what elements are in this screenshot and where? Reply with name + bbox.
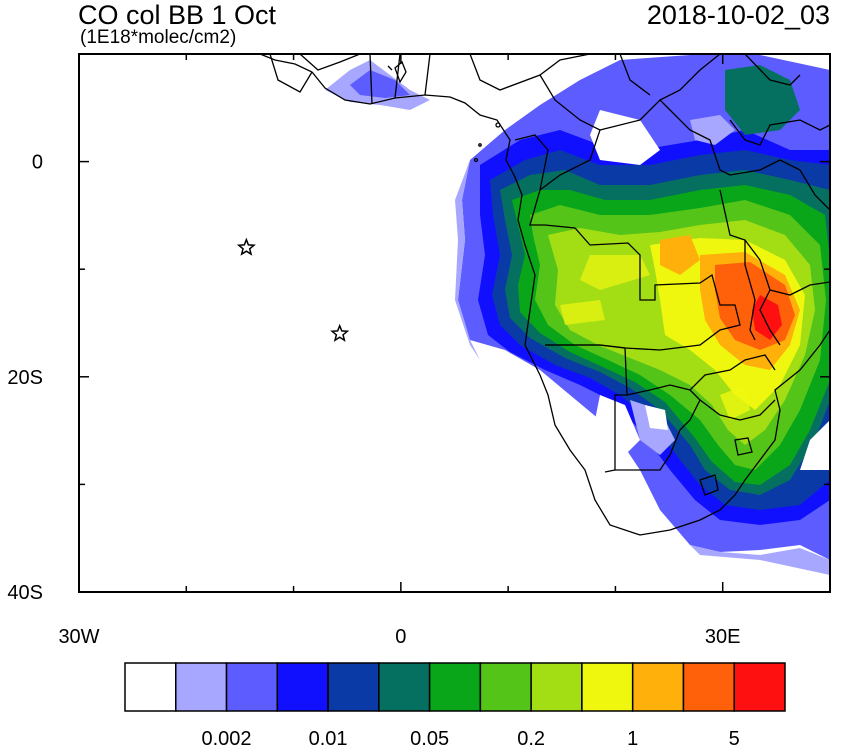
colorbar-label: 0.2: [517, 728, 545, 747]
colorbar-swatch: [682, 662, 735, 712]
colorbar-swatch: [428, 662, 482, 712]
colorbar-swatch: [124, 662, 177, 712]
colorbar-swatch: [175, 662, 228, 712]
star-marker-2: [330, 323, 350, 342]
colorbar: 0.002 0.01 0.05 0.2 1 5: [124, 662, 786, 747]
colorbar-label: 5: [729, 728, 740, 747]
y-tick-label: 20S: [7, 367, 43, 389]
colorbar-swatch: [479, 662, 532, 712]
x-tick-label: 0: [395, 626, 406, 648]
colorbar-label: 0.01: [309, 728, 348, 747]
star-markers: [236, 237, 350, 342]
timestamp-label: 2018-10-02_03: [646, 0, 830, 30]
colorbar-swatch: [631, 662, 685, 712]
colorbar-swatch: [276, 662, 329, 712]
colorbar-swatch: [581, 662, 634, 712]
colorbar-swatch: [327, 662, 380, 712]
colorbar-swatch: [225, 662, 279, 712]
x-tick-label: 30E: [705, 626, 741, 648]
colorbar-swatch: [733, 662, 786, 712]
colorbar-label: 0.05: [410, 728, 449, 747]
units-label: (1E18*molec/cm2): [80, 27, 237, 48]
plot-frame: [78, 53, 831, 593]
co-column-field: [325, 55, 830, 575]
axis-ticks: [78, 53, 831, 593]
star-marker-1: [236, 237, 256, 256]
colorbar-swatch: [378, 662, 431, 712]
y-tick-label: 0: [32, 152, 43, 174]
country-borders: [259, 54, 830, 536]
x-tick-label: 30W: [58, 626, 99, 648]
colorbar-label: 0.002: [202, 728, 252, 747]
map-title: CO col BB 1 Oct: [78, 0, 277, 30]
axis-tick-labels: 30W 0 30E 0 20S 40S: [7, 152, 740, 648]
colorbar-swatch: [530, 662, 583, 712]
y-tick-label: 40S: [7, 582, 43, 604]
colorbar-label: 1: [627, 728, 638, 747]
